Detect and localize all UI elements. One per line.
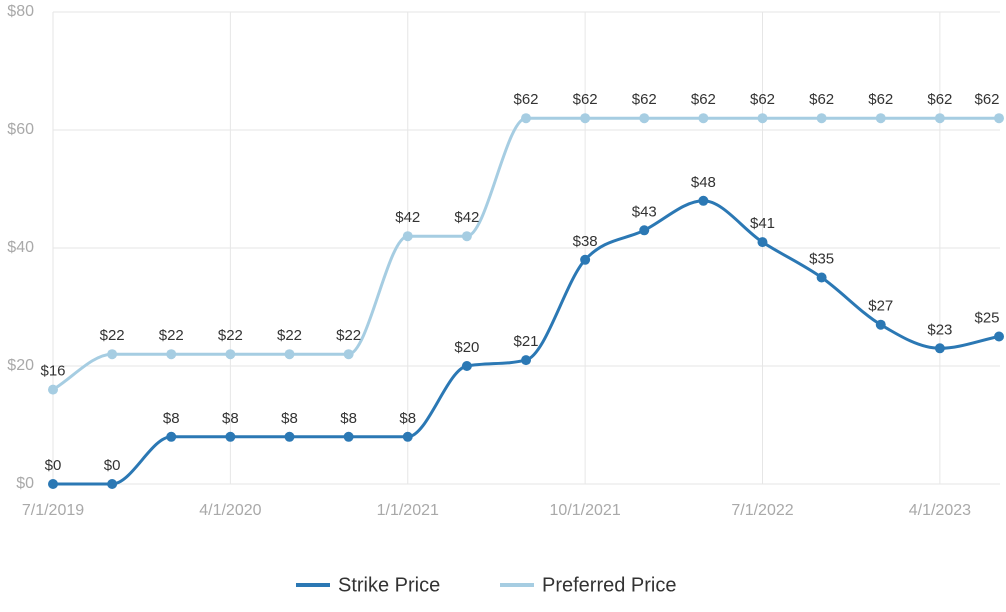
data-label: $0 bbox=[104, 457, 121, 474]
data-label: $43 bbox=[632, 203, 657, 220]
data-label: $62 bbox=[927, 91, 952, 108]
x-tick-label: 4/1/2023 bbox=[909, 502, 971, 519]
data-label: $62 bbox=[632, 91, 657, 108]
data-label: $22 bbox=[218, 327, 243, 344]
data-point bbox=[639, 113, 650, 124]
y-tick-label: $0 bbox=[16, 475, 34, 492]
legend-label: Preferred Price bbox=[542, 574, 677, 596]
data-point bbox=[284, 431, 295, 442]
data-point bbox=[225, 349, 236, 360]
data-label: $21 bbox=[513, 333, 538, 350]
data-point bbox=[757, 113, 768, 124]
data-label: $42 bbox=[395, 209, 420, 226]
data-label: $62 bbox=[691, 91, 716, 108]
data-point bbox=[698, 195, 709, 206]
data-label: $62 bbox=[974, 91, 999, 108]
data-label: $20 bbox=[454, 339, 479, 356]
data-point bbox=[48, 479, 58, 489]
data-point bbox=[343, 349, 354, 360]
data-label: $62 bbox=[573, 91, 598, 108]
data-point bbox=[166, 349, 177, 360]
data-label: $38 bbox=[573, 233, 598, 250]
data-label: $22 bbox=[336, 327, 361, 344]
data-label: $22 bbox=[277, 327, 302, 344]
data-point bbox=[166, 431, 177, 442]
data-point bbox=[580, 113, 591, 124]
data-label: $48 bbox=[691, 174, 716, 191]
x-tick-label: 4/1/2020 bbox=[199, 502, 261, 519]
data-label: $27 bbox=[868, 298, 893, 315]
data-label: $22 bbox=[159, 327, 184, 344]
data-point bbox=[580, 254, 591, 265]
data-point bbox=[402, 431, 413, 442]
data-point bbox=[521, 355, 531, 366]
data-label: $42 bbox=[454, 209, 479, 226]
data-label: $8 bbox=[163, 410, 180, 427]
data-label: $23 bbox=[927, 321, 952, 338]
data-label: $62 bbox=[868, 91, 893, 108]
legend-label: Strike Price bbox=[338, 574, 440, 596]
data-point bbox=[284, 349, 295, 360]
data-label: $62 bbox=[750, 91, 775, 108]
data-point bbox=[698, 113, 709, 124]
data-point bbox=[875, 319, 886, 330]
data-point bbox=[48, 384, 58, 395]
data-label: $8 bbox=[399, 410, 416, 427]
data-point bbox=[107, 479, 118, 489]
data-point bbox=[402, 231, 413, 242]
data-point bbox=[994, 331, 1004, 342]
data-point bbox=[757, 237, 768, 248]
series-line bbox=[52, 199, 1000, 486]
data-label: $35 bbox=[809, 250, 834, 267]
x-tick-label: 10/1/2021 bbox=[550, 502, 621, 519]
data-label: $41 bbox=[750, 215, 775, 232]
data-point bbox=[521, 113, 531, 124]
data-point bbox=[875, 113, 886, 124]
data-point bbox=[816, 113, 827, 124]
data-point bbox=[461, 231, 472, 242]
x-tick-label: 7/1/2019 bbox=[22, 502, 84, 519]
x-tick-label: 7/1/2022 bbox=[731, 502, 793, 519]
data-label: $25 bbox=[974, 309, 999, 326]
data-label: $0 bbox=[45, 457, 62, 474]
y-tick-label: $40 bbox=[7, 239, 34, 256]
data-point bbox=[934, 113, 945, 124]
data-point bbox=[461, 361, 472, 371]
data-label: $8 bbox=[340, 410, 357, 427]
data-label: $22 bbox=[100, 327, 125, 344]
data-point bbox=[343, 431, 354, 442]
data-point bbox=[816, 272, 827, 283]
data-label: $8 bbox=[281, 410, 298, 427]
data-label: $62 bbox=[809, 91, 834, 108]
data-label: $62 bbox=[513, 91, 538, 108]
y-tick-label: $60 bbox=[7, 121, 34, 138]
data-point bbox=[934, 343, 945, 354]
y-tick-label: $80 bbox=[7, 3, 34, 20]
data-label: $16 bbox=[40, 363, 65, 380]
x-tick-label: 1/1/2021 bbox=[377, 502, 439, 519]
y-tick-label: $20 bbox=[7, 357, 34, 374]
data-point bbox=[994, 113, 1004, 124]
data-label: $8 bbox=[222, 410, 239, 427]
data-point bbox=[107, 349, 118, 360]
data-point bbox=[225, 431, 236, 442]
data-point bbox=[639, 225, 650, 236]
